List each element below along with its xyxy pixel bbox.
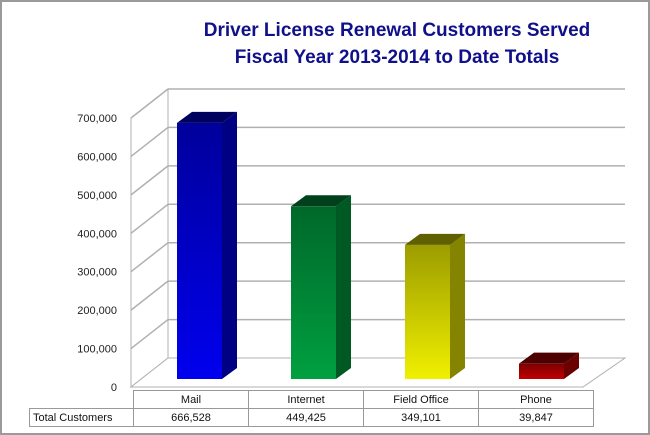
bar-side xyxy=(564,352,579,379)
bar-top xyxy=(177,111,237,123)
data-table: Mail Internet Field Office Phone Total C… xyxy=(29,390,594,427)
y-tick-label: 0 xyxy=(111,382,117,394)
series-label: Total Customers xyxy=(29,408,134,427)
bar-top xyxy=(405,233,465,245)
gridline-side xyxy=(130,318,169,350)
chart-subtitle: Fiscal Year 2013-2014 to Date Totals xyxy=(234,47,560,68)
y-tick-label: 500,000 xyxy=(77,190,117,202)
category-label: Phone xyxy=(478,390,594,409)
value-row: Total Customers 666,528 449,425 349,101 … xyxy=(29,408,594,427)
gridline-side xyxy=(130,126,169,158)
category-label: Internet xyxy=(248,390,364,409)
table-corner xyxy=(30,391,134,409)
bar-top xyxy=(519,352,579,364)
gridline-side xyxy=(130,88,169,119)
bar-side xyxy=(222,111,237,380)
y-tick-label: 700,000 xyxy=(77,113,117,125)
y-tick-label: 600,000 xyxy=(77,151,117,163)
value-cell: 349,101 xyxy=(363,408,479,427)
category-row: Mail Internet Field Office Phone xyxy=(30,390,594,409)
side-wall xyxy=(130,87,169,389)
gridline-side xyxy=(130,203,169,234)
gridline-side xyxy=(130,280,169,311)
y-tick-label: 200,000 xyxy=(77,305,117,317)
value-cell: 449,425 xyxy=(248,408,364,427)
floor xyxy=(129,357,627,388)
y-tick-label: 400,000 xyxy=(77,228,117,240)
category-label: Mail xyxy=(133,390,249,409)
y-tick-label: 100,000 xyxy=(77,344,117,356)
bar-front xyxy=(405,244,450,379)
category-label: Field Office xyxy=(363,390,479,409)
value-cell: 39,847 xyxy=(478,408,594,427)
gridline-side xyxy=(130,165,169,196)
y-tick-label: 300,000 xyxy=(77,267,117,279)
bar-front xyxy=(519,363,564,379)
bar-front xyxy=(177,122,222,380)
bar-side xyxy=(450,233,465,379)
chart-title: Driver License Renewal Customers Served xyxy=(203,20,591,41)
value-cell: 666,528 xyxy=(133,408,249,427)
bar-top xyxy=(291,195,351,207)
bar-front xyxy=(291,206,336,379)
bar-side xyxy=(336,195,351,379)
gridline-side xyxy=(130,242,169,273)
